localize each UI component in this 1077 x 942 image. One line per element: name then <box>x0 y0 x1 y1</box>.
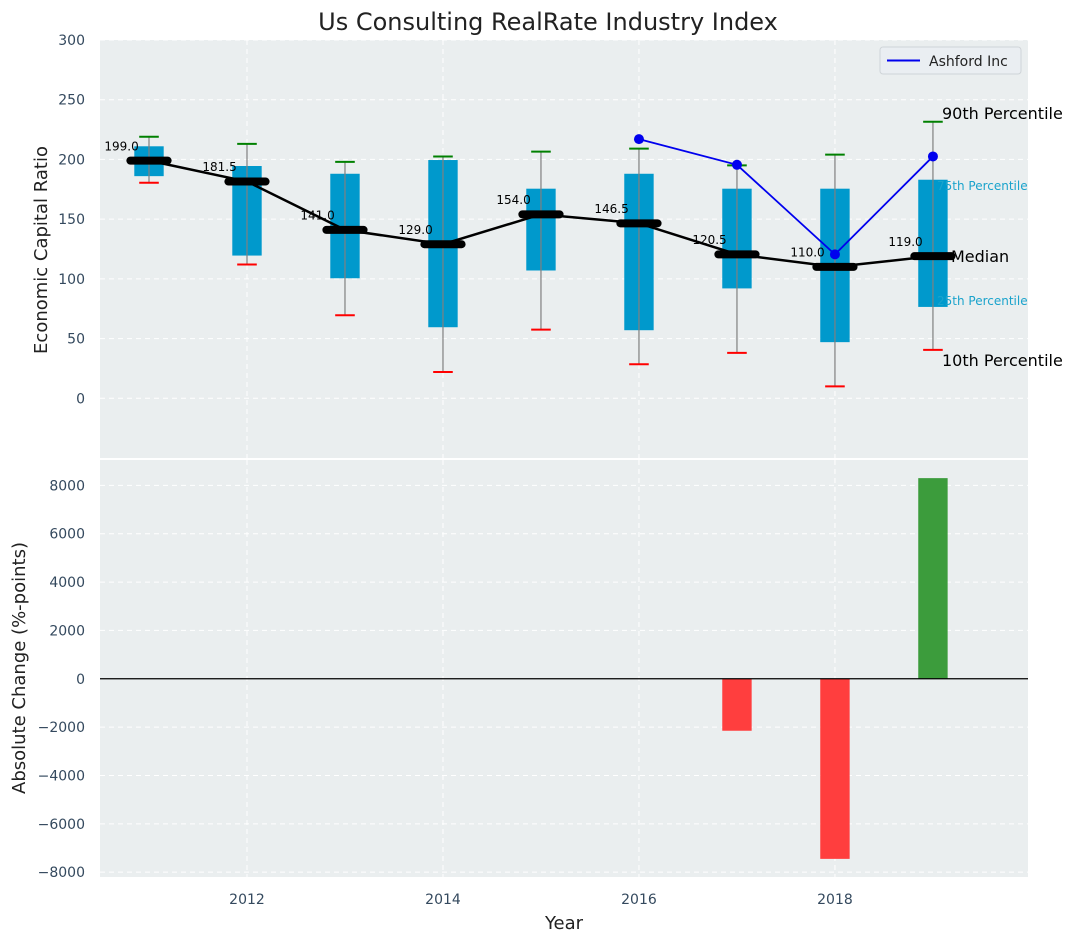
bottom-panel: −8000 −6000 −4000 −2000 0 2000 4000 6000 8000 20… <box>9 460 1028 934</box>
top-y-axis-label: Economic Capital Ratio <box>31 146 52 354</box>
median-value-label: 110.0 <box>790 246 824 260</box>
annotation-p75: 75th Percentile <box>937 179 1028 193</box>
company-point <box>927 151 938 162</box>
x-tick-label: 2014 <box>425 892 461 908</box>
median-value-label: 199.0 <box>104 139 138 153</box>
bottom-y-axis-label: Absolute Change (%-points) <box>9 542 30 794</box>
bottom-y-tick-label: −4000 <box>38 768 85 784</box>
bottom-y-tick-label: 4000 <box>49 575 85 591</box>
bottom-y-tick-label: 6000 <box>49 527 85 543</box>
boxplot-2017 <box>722 164 752 354</box>
x-tick-label: 2012 <box>229 892 265 908</box>
bottom-y-tick-label: −8000 <box>38 865 85 881</box>
chart-title: Us Consulting RealRate Industry Index <box>318 8 778 36</box>
company-point <box>829 249 840 260</box>
boxplot-2016 <box>624 147 654 366</box>
bottom-y-ticks: −8000 −6000 −4000 −2000 0 2000 4000 6000 8000 <box>38 478 85 881</box>
annotation-p10: 10th Percentile <box>942 351 1063 370</box>
top-y-tick-label: 150 <box>58 212 85 228</box>
median-value-label: 141.0 <box>300 209 334 223</box>
top-y-tick-label: 200 <box>58 152 85 168</box>
annotation-p25: 25th Percentile <box>937 294 1028 308</box>
change-bar-2017 <box>722 678 752 731</box>
bottom-y-tick-label: 0 <box>76 672 85 688</box>
company-point <box>633 134 644 145</box>
top-y-tick-label: 250 <box>58 93 85 109</box>
x-tick-label: 2018 <box>817 892 853 908</box>
percentile-annotations: 90th Percentile 75th Percentile Median 2… <box>937 104 1063 370</box>
legend-box <box>879 46 1022 75</box>
median-value-label: 181.5 <box>202 160 236 174</box>
top-y-tick-label: 300 <box>58 33 85 49</box>
median-value-label: 120.5 <box>692 233 726 247</box>
bottom-y-tick-label: 8000 <box>49 478 85 494</box>
bottom-plot-background <box>100 460 1028 877</box>
company-line <box>638 138 934 256</box>
median-value-label: 129.0 <box>398 223 432 237</box>
top-panel: 0 50 100 150 200 250 300 Economic Capital Rati… <box>31 33 1063 458</box>
company-point <box>731 159 742 170</box>
x-tick-label: 2016 <box>621 892 657 908</box>
annotation-median: Median <box>951 247 1009 266</box>
boxplot-2015 <box>526 150 556 331</box>
top-y-tick-label: 0 <box>76 391 85 407</box>
bottom-y-tick-label: −2000 <box>38 720 85 736</box>
bottom-y-tick-label: −6000 <box>38 817 85 833</box>
change-bars <box>722 478 948 859</box>
bottom-grid <box>100 460 1028 877</box>
x-axis-label: Year <box>544 913 584 934</box>
annotation-p90: 90th Percentile <box>942 104 1063 123</box>
change-bar-2018 <box>820 678 850 859</box>
median-value-label: 146.5 <box>594 202 628 216</box>
top-y-tick-label: 50 <box>67 332 85 348</box>
company-series <box>633 134 938 260</box>
top-y-tick-label: 100 <box>58 272 85 288</box>
median-value-label: 119.0 <box>888 235 922 249</box>
change-bar-2019 <box>918 478 948 679</box>
top-y-ticks: 0 50 100 150 200 250 300 <box>58 33 85 407</box>
median-trend: 199.0 181.5 141.0 129.0 154.0 146.5 120.5 110.0… <box>104 139 956 271</box>
median-value-label: 154.0 <box>496 193 530 207</box>
legend: Ashford Inc <box>879 46 1022 75</box>
x-ticks: 2012 2014 2016 2018 <box>229 892 853 908</box>
bottom-y-tick-label: 2000 <box>49 623 85 639</box>
legend-label-ashford: Ashford Inc <box>929 54 1008 70</box>
